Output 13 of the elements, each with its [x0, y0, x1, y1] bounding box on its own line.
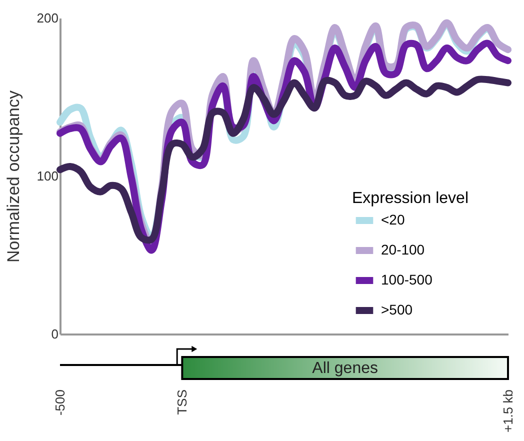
y-tick-label: 100	[36, 168, 58, 184]
legend-label: 20-100	[381, 242, 425, 258]
y-axis-title: Normalized occupancy	[4, 90, 23, 262]
x-tick-label: -500	[52, 390, 68, 416]
legend-label: 100-500	[381, 272, 433, 288]
y-tick-label: 200	[36, 10, 58, 26]
y-tick-label: 0	[51, 326, 58, 342]
legend-title: Expression level	[352, 190, 468, 207]
text: All genes	[312, 360, 378, 377]
legend-label: >500	[381, 302, 413, 318]
x-tick-label: +1.5 kb	[500, 390, 516, 433]
x-tick-label: TSS	[174, 389, 190, 415]
legend-label: <20	[381, 212, 405, 228]
